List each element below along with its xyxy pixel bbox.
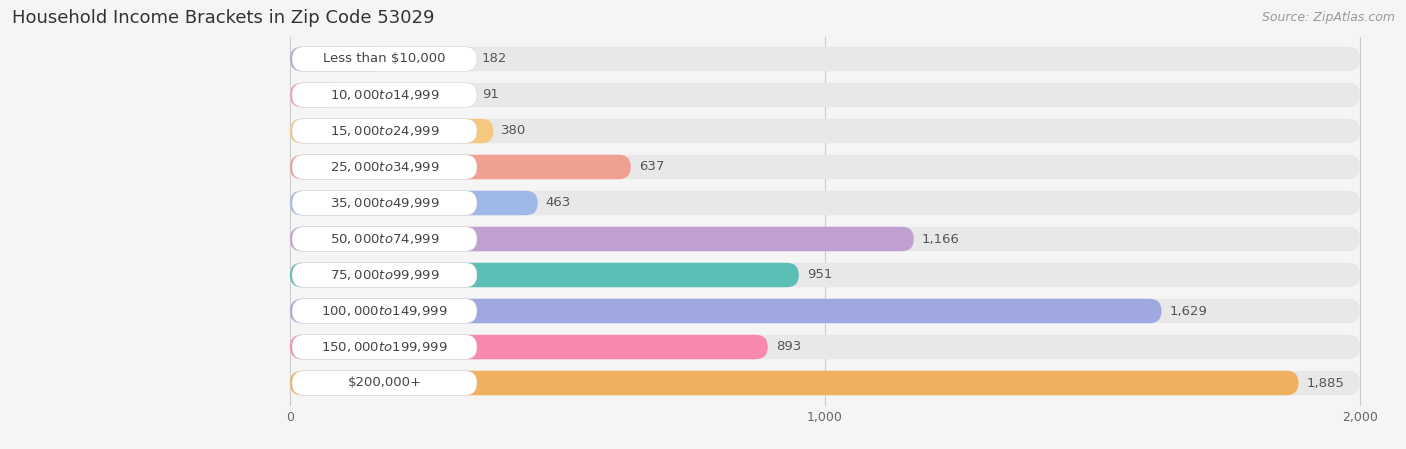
- FancyBboxPatch shape: [290, 191, 1360, 215]
- Text: Household Income Brackets in Zip Code 53029: Household Income Brackets in Zip Code 53…: [13, 9, 434, 27]
- Text: $150,000 to $199,999: $150,000 to $199,999: [321, 340, 447, 354]
- Text: $200,000+: $200,000+: [347, 377, 422, 389]
- FancyBboxPatch shape: [290, 335, 768, 359]
- FancyBboxPatch shape: [292, 83, 477, 107]
- FancyBboxPatch shape: [290, 371, 1299, 395]
- Text: 637: 637: [638, 160, 664, 173]
- Text: $100,000 to $149,999: $100,000 to $149,999: [321, 304, 447, 318]
- Text: 1,629: 1,629: [1170, 304, 1208, 317]
- FancyBboxPatch shape: [290, 263, 1360, 287]
- FancyBboxPatch shape: [290, 119, 1360, 143]
- FancyBboxPatch shape: [292, 335, 477, 359]
- Text: 1,885: 1,885: [1306, 377, 1344, 389]
- Text: 2,000: 2,000: [1343, 411, 1378, 424]
- Text: $15,000 to $24,999: $15,000 to $24,999: [329, 124, 439, 138]
- Text: 91: 91: [482, 88, 499, 101]
- FancyBboxPatch shape: [290, 83, 339, 107]
- FancyBboxPatch shape: [290, 299, 1161, 323]
- FancyBboxPatch shape: [290, 335, 1360, 359]
- FancyBboxPatch shape: [290, 155, 1360, 179]
- FancyBboxPatch shape: [292, 263, 477, 287]
- Text: 1,000: 1,000: [807, 411, 844, 424]
- Text: 951: 951: [807, 269, 832, 282]
- FancyBboxPatch shape: [290, 47, 1360, 71]
- Text: Less than $10,000: Less than $10,000: [323, 53, 446, 66]
- FancyBboxPatch shape: [292, 47, 477, 71]
- Text: $10,000 to $14,999: $10,000 to $14,999: [329, 88, 439, 102]
- Text: 1,166: 1,166: [922, 233, 960, 246]
- FancyBboxPatch shape: [292, 191, 477, 215]
- Text: 0: 0: [285, 411, 294, 424]
- FancyBboxPatch shape: [290, 371, 1360, 395]
- FancyBboxPatch shape: [292, 119, 477, 143]
- Text: $50,000 to $74,999: $50,000 to $74,999: [329, 232, 439, 246]
- Text: 182: 182: [482, 53, 508, 66]
- Text: Source: ZipAtlas.com: Source: ZipAtlas.com: [1263, 11, 1395, 24]
- Text: $25,000 to $34,999: $25,000 to $34,999: [329, 160, 439, 174]
- FancyBboxPatch shape: [290, 227, 1360, 251]
- Text: $75,000 to $99,999: $75,000 to $99,999: [329, 268, 439, 282]
- FancyBboxPatch shape: [290, 299, 1360, 323]
- FancyBboxPatch shape: [290, 263, 799, 287]
- FancyBboxPatch shape: [292, 155, 477, 179]
- FancyBboxPatch shape: [292, 227, 477, 251]
- Text: 893: 893: [776, 340, 801, 353]
- FancyBboxPatch shape: [290, 191, 537, 215]
- Text: $35,000 to $49,999: $35,000 to $49,999: [329, 196, 439, 210]
- FancyBboxPatch shape: [290, 47, 388, 71]
- Text: 380: 380: [502, 124, 527, 137]
- FancyBboxPatch shape: [290, 227, 914, 251]
- FancyBboxPatch shape: [292, 299, 477, 323]
- FancyBboxPatch shape: [290, 83, 1360, 107]
- FancyBboxPatch shape: [290, 155, 631, 179]
- FancyBboxPatch shape: [292, 371, 477, 395]
- FancyBboxPatch shape: [290, 119, 494, 143]
- Text: 463: 463: [546, 197, 571, 210]
